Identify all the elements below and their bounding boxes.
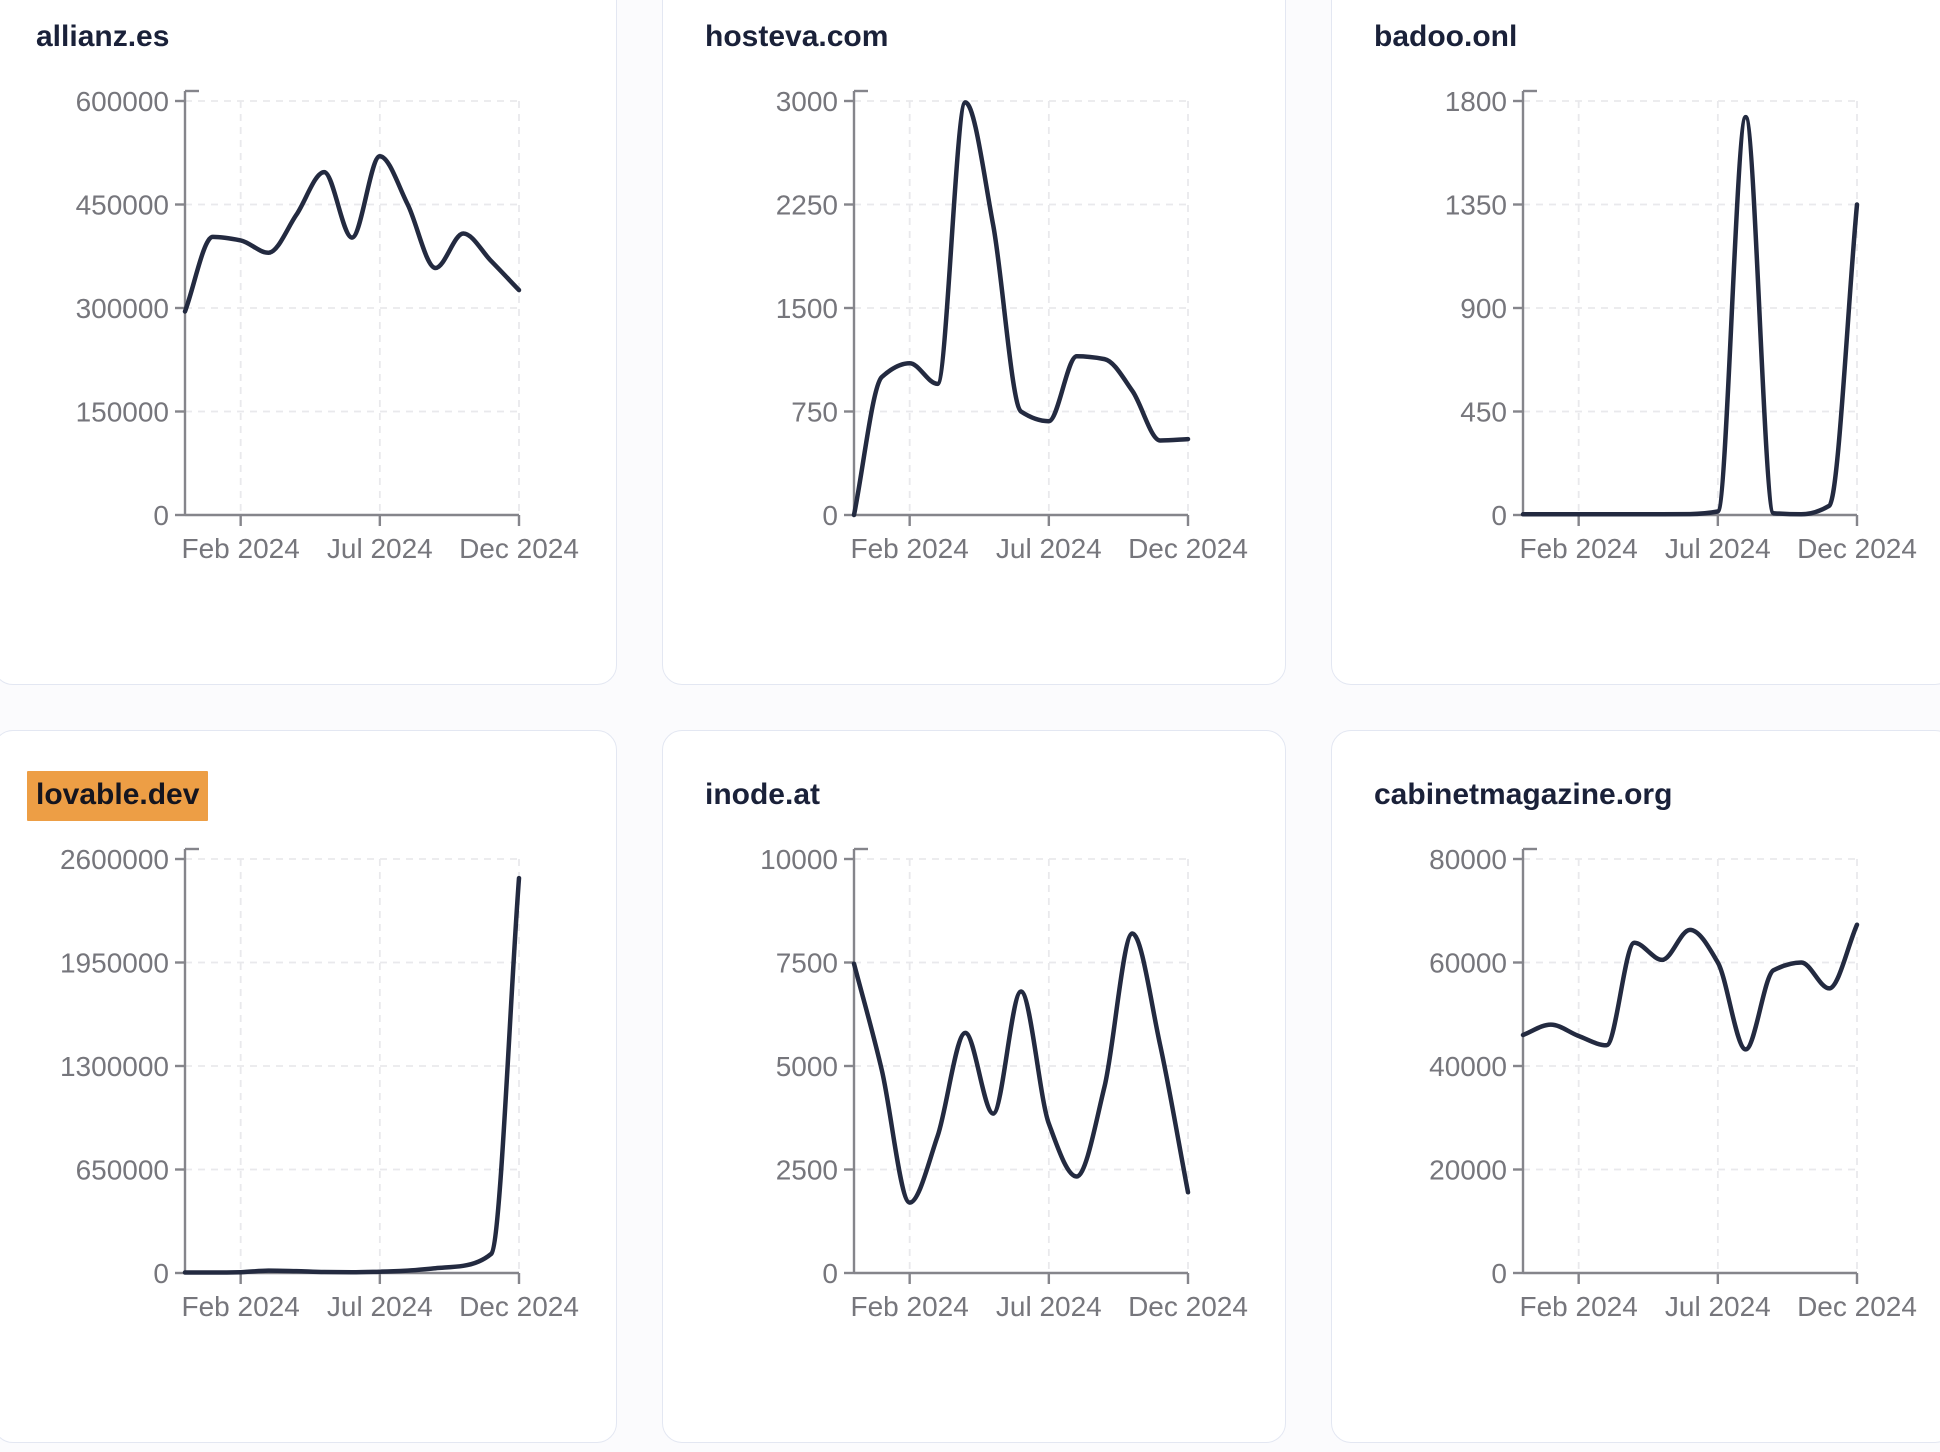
domain-title: allianz.es — [36, 17, 169, 57]
y-tick-label: 750 — [791, 397, 838, 428]
domain-title: inode.at — [705, 775, 820, 815]
x-tick-label: Feb 2024 — [851, 1291, 969, 1322]
domain-card-inode-at: inode.at 0 2500 5000 7500 10000 Feb 2024 Jul 2… — [662, 730, 1286, 1443]
domain-title-text: cabinetmagazine.org — [1374, 778, 1673, 811]
domain-title-text: badoo.onl — [1374, 20, 1518, 53]
y-tick-label: 2250 — [776, 190, 838, 221]
x-tick-label: Dec 2024 — [459, 1291, 579, 1322]
y-tick-label: 0 — [1491, 1258, 1507, 1289]
x-tick-label: Feb 2024 — [1520, 533, 1638, 564]
series-line — [851, 931, 1191, 1205]
y-tick-label: 10000 — [760, 844, 838, 875]
y-tick-label: 0 — [153, 500, 169, 531]
y-tick-label: 0 — [1491, 500, 1507, 531]
y-tick-label: 2600000 — [60, 844, 169, 875]
domain-card-badoo-onl: badoo.onl 0 450 900 1350 1800 Feb 2024 Jul 202… — [1331, 0, 1940, 685]
traffic-line-chart: 0 650000 1300000 1950000 2600000 Feb 2024 Jul … — [60, 844, 579, 1322]
y-tick-label: 1800 — [1445, 86, 1507, 117]
series-line — [182, 875, 522, 1275]
traffic-line-chart: 0 150000 300000 450000 600000 Feb 2024 Jul 202… — [76, 86, 579, 564]
y-tick-label: 450000 — [76, 190, 169, 221]
x-tick-label: Dec 2024 — [1797, 533, 1917, 564]
x-tick-label: Feb 2024 — [182, 533, 300, 564]
domain-title-text: allianz.es — [36, 20, 170, 53]
y-tick-label: 650000 — [76, 1155, 169, 1186]
domain-title-text: hosteva.com — [705, 20, 889, 53]
y-tick-label: 5000 — [776, 1051, 838, 1082]
traffic-line-chart: 0 20000 40000 60000 80000 Feb 2024 Jul 2024 Dec… — [1429, 844, 1917, 1322]
y-tick-label: 20000 — [1429, 1155, 1507, 1186]
series-line — [1520, 922, 1860, 1052]
x-tick-label: Jul 2024 — [1665, 533, 1771, 564]
y-tick-label: 7500 — [776, 948, 838, 979]
x-tick-label: Jul 2024 — [1665, 1291, 1771, 1322]
domain-card-cabinetmagazine-org: cabinetmagazine.org 0 20000 40000 60000 8000… — [1331, 730, 1940, 1443]
x-tick-label: Jul 2024 — [996, 533, 1102, 564]
traffic-line-chart: 0 2500 5000 7500 10000 Feb 2024 Jul 2024 Dec 20… — [760, 844, 1248, 1322]
y-tick-label: 900 — [1460, 293, 1507, 324]
x-tick-label: Jul 2024 — [327, 1291, 433, 1322]
series-line — [182, 153, 522, 314]
x-tick-label: Dec 2024 — [459, 533, 579, 564]
y-tick-label: 60000 — [1429, 948, 1507, 979]
x-tick-label: Jul 2024 — [327, 533, 433, 564]
x-tick-label: Feb 2024 — [1520, 1291, 1638, 1322]
y-tick-label: 2500 — [776, 1155, 838, 1186]
y-tick-label: 150000 — [76, 397, 169, 428]
x-tick-label: Dec 2024 — [1128, 1291, 1248, 1322]
y-tick-label: 1950000 — [60, 948, 169, 979]
y-tick-label: 1300000 — [60, 1051, 169, 1082]
traffic-line-chart: 0 450 900 1350 1800 Feb 2024 Jul 2024 Dec 2024 — [1445, 86, 1917, 564]
x-tick-label: Dec 2024 — [1797, 1291, 1917, 1322]
y-tick-label: 300000 — [76, 293, 169, 324]
y-tick-label: 600000 — [76, 86, 169, 117]
domain-title: badoo.onl — [1374, 17, 1517, 57]
y-tick-label: 450 — [1460, 397, 1507, 428]
series-line — [1520, 114, 1860, 517]
domain-title: cabinetmagazine.org — [1374, 775, 1672, 815]
y-tick-label: 1350 — [1445, 190, 1507, 221]
domain-card-hosteva-com: hosteva.com 0 750 1500 2250 3000 Feb 2024 Jul … — [662, 0, 1286, 685]
series-line — [851, 100, 1191, 518]
domain-card-lovable-dev: lovable.dev 0 650000 1300000 1950000 2600000… — [0, 730, 617, 1443]
y-tick-label: 3000 — [776, 86, 838, 117]
x-tick-label: Feb 2024 — [851, 533, 969, 564]
y-tick-label: 0 — [822, 500, 838, 531]
traffic-line-chart: 0 750 1500 2250 3000 Feb 2024 Jul 2024 Dec 2024 — [776, 86, 1248, 564]
domain-title: hosteva.com — [705, 17, 888, 57]
x-tick-label: Dec 2024 — [1128, 533, 1248, 564]
y-tick-label: 0 — [822, 1258, 838, 1289]
domain-card-allianz-es: allianz.es 0 150000 300000 450000 600000 Feb … — [0, 0, 617, 685]
y-tick-label: 0 — [153, 1258, 169, 1289]
y-tick-label: 40000 — [1429, 1051, 1507, 1082]
domain-title-text: lovable.dev — [27, 771, 209, 821]
domain-title-text: inode.at — [705, 778, 821, 811]
x-tick-label: Feb 2024 — [182, 1291, 300, 1322]
x-tick-label: Jul 2024 — [996, 1291, 1102, 1322]
y-tick-label: 80000 — [1429, 844, 1507, 875]
y-tick-label: 1500 — [776, 293, 838, 324]
domain-title: lovable.dev — [27, 771, 209, 821]
